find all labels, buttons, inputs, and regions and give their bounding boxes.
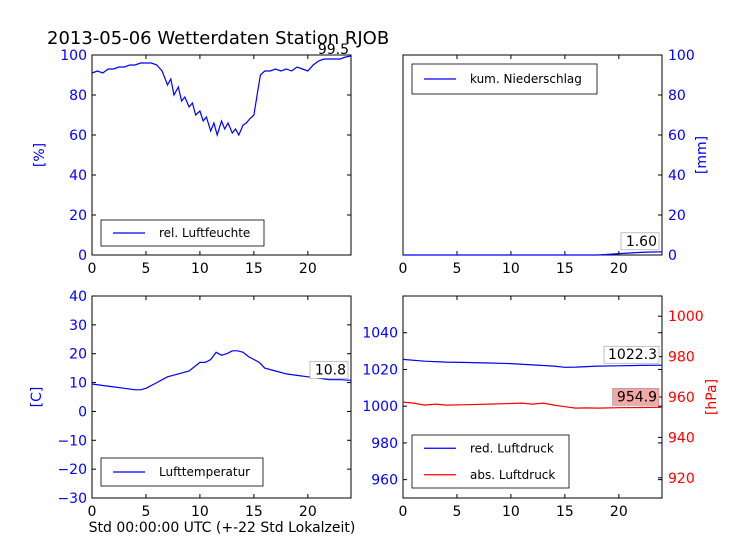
y-tick-label: −30 bbox=[57, 491, 87, 507]
y-tick-label: −10 bbox=[57, 433, 87, 449]
y-tick-label: 0 bbox=[78, 248, 87, 264]
y-tick-label: 1040 bbox=[362, 326, 398, 342]
y-tick-label: 100 bbox=[60, 48, 87, 64]
y-right-tick-label: 940 bbox=[668, 430, 695, 446]
series-line-1 bbox=[91, 350, 352, 391]
series-line-1 bbox=[402, 358, 663, 368]
y-axis-label: [C] bbox=[29, 387, 45, 408]
y-tick-label: 20 bbox=[69, 208, 87, 224]
legend-label: red. Luftdruck bbox=[470, 441, 554, 455]
chart-panel-4: 0 5 10 15 20 960 980 1000 1020 1040 920 940 960 980 10… bbox=[362, 295, 720, 520]
last-value-label: 1.60 bbox=[626, 234, 657, 250]
last-value-label: 1022.3 bbox=[608, 347, 657, 363]
x-tick-label: 20 bbox=[610, 504, 628, 520]
x-axis-label: Std 00:00:00 UTC (+-22 Std Lokalzeit) bbox=[89, 520, 356, 536]
y-tick-label: 40 bbox=[69, 289, 87, 305]
y-tick-label: 20 bbox=[69, 347, 87, 363]
y-tick-label: 0 bbox=[78, 404, 87, 420]
x-tick-label: 10 bbox=[502, 261, 520, 277]
y-tick-label: 30 bbox=[69, 318, 87, 334]
x-tick-label: 15 bbox=[556, 504, 574, 520]
y-tick-label: 1000 bbox=[362, 399, 398, 415]
x-tick-label: 0 bbox=[88, 261, 97, 277]
y-axis-label: [%] bbox=[32, 143, 48, 167]
x-tick-label: 20 bbox=[299, 504, 317, 520]
y-tick-label: 100 bbox=[668, 48, 695, 64]
y-tick-label: 980 bbox=[371, 436, 398, 452]
x-tick-label: 20 bbox=[299, 261, 317, 277]
series-line-1 bbox=[91, 55, 352, 138]
legend-label: abs. Luftdruck bbox=[470, 468, 555, 482]
last-value-label: 954.9 bbox=[617, 389, 657, 405]
chart-panel-1: 0 5 10 15 20 0 20 40 60 80 100 [%] 99.5 rel. Luftfeuc… bbox=[32, 42, 352, 277]
y-tick-label: 60 bbox=[69, 128, 87, 144]
x-tick-label: 15 bbox=[556, 261, 574, 277]
x-tick-label: 0 bbox=[88, 504, 97, 520]
last-value-box bbox=[612, 388, 660, 406]
y-tick-label: 60 bbox=[668, 128, 686, 144]
last-value-box bbox=[603, 345, 660, 364]
y-right-tick-label: 920 bbox=[668, 471, 695, 487]
chart-panel-2: 0 5 10 15 20 0 20 40 60 80 100 [mm] 1.60 kum. Nieders… bbox=[399, 48, 710, 277]
x-tick-label: 5 bbox=[452, 261, 461, 277]
x-tick-label: 10 bbox=[191, 261, 209, 277]
x-tick-label: 0 bbox=[399, 261, 408, 277]
x-tick-label: 15 bbox=[245, 504, 263, 520]
y-tick-label: 0 bbox=[668, 248, 677, 264]
x-tick-label: 5 bbox=[452, 504, 461, 520]
plot-frame bbox=[91, 295, 352, 499]
legend-label: rel. Luftfeuchte bbox=[159, 226, 250, 240]
y-tick-label: 20 bbox=[668, 208, 686, 224]
figure-title: 2013-05-06 Wetterdaten Station RJOB bbox=[47, 28, 389, 49]
x-tick-label: 5 bbox=[141, 504, 150, 520]
last-value-box bbox=[620, 232, 660, 251]
y-tick-label: 80 bbox=[69, 88, 87, 104]
y-tick-label: 80 bbox=[668, 88, 686, 104]
x-tick-label: 10 bbox=[502, 504, 520, 520]
last-value-label: 10.8 bbox=[315, 362, 346, 378]
y-right-tick-label: 980 bbox=[668, 350, 695, 366]
legend-label: Lufttemperatur bbox=[159, 465, 250, 479]
x-tick-label: 5 bbox=[141, 261, 150, 277]
y-right-tick-label: 1000 bbox=[668, 309, 704, 325]
y-axis-label: [mm] bbox=[694, 136, 710, 174]
y-tick-label: 40 bbox=[69, 168, 87, 184]
legend-label: kum. Niederschlag bbox=[470, 72, 582, 86]
y-right-tick-label: 960 bbox=[668, 390, 695, 406]
y-tick-label: 960 bbox=[371, 473, 398, 489]
plot-frame bbox=[91, 54, 352, 256]
x-tick-label: 10 bbox=[191, 504, 209, 520]
y-tick-label: 1020 bbox=[362, 362, 398, 378]
series-line-2 bbox=[402, 401, 663, 409]
last-value-box bbox=[309, 360, 349, 379]
y-tick-label: −20 bbox=[57, 462, 87, 478]
last-value-label: 99.5 bbox=[318, 42, 349, 58]
x-tick-label: 20 bbox=[610, 261, 628, 277]
legend-box bbox=[411, 434, 570, 489]
y-tick-label: 40 bbox=[668, 168, 686, 184]
x-tick-label: 0 bbox=[399, 504, 408, 520]
series-line-1 bbox=[403, 251, 663, 256]
y-axis-label: [hPa] bbox=[704, 379, 720, 415]
x-tick-label: 15 bbox=[245, 261, 263, 277]
chart-panel-3: 0 5 10 15 20 −30 −20 −10 0 10 20 30 40 [C] 10.8 Lufttem… bbox=[29, 289, 352, 520]
y-tick-label: 10 bbox=[69, 376, 87, 392]
